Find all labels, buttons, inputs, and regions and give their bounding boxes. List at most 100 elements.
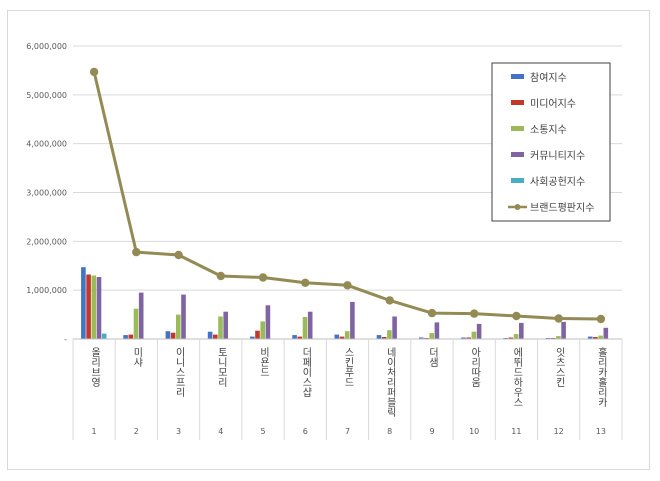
legend-label: 소통지수 (530, 124, 567, 136)
rank-label: 10 (469, 427, 479, 436)
line-point (216, 271, 225, 281)
legend-swatch (511, 152, 524, 157)
bar-소통지수 (133, 308, 139, 339)
bar-커뮤니티지수 (561, 321, 566, 339)
bar-미디어지수 (508, 337, 514, 339)
rank-label: 11 (511, 427, 521, 436)
y-tick-label: - (64, 335, 67, 344)
line-point (554, 314, 563, 323)
rank-label: 13 (596, 427, 606, 436)
y-tick-label: 1,000,000 (26, 286, 67, 295)
bar-미디어지수 (381, 337, 387, 339)
line-point (427, 308, 437, 318)
legend-label: 커뮤니티지수 (530, 150, 585, 162)
bar-미디어지수 (339, 336, 345, 339)
bar-소통지수 (91, 275, 97, 339)
bar-커뮤니티지수 (265, 305, 271, 339)
bar-미디어지수 (128, 334, 134, 339)
line-point (596, 314, 606, 324)
bar-커뮤니티지수 (223, 311, 228, 339)
bar-커뮤니티지수 (603, 327, 609, 339)
category-label: 이니스프리 (173, 347, 185, 398)
category-label: 더페이스샵 (300, 347, 312, 397)
bar-소통지수 (598, 335, 603, 339)
brand-reputation-line (89, 67, 606, 324)
bar-소통지수 (260, 321, 265, 339)
rank-label: 1 (92, 427, 97, 436)
bar-소통지수 (556, 336, 561, 339)
bar-커뮤니티지수 (519, 322, 524, 339)
bar-미디어지수 (593, 337, 598, 339)
rank-label: 6 (303, 427, 308, 436)
y-tick-label: 3,000,000 (26, 189, 67, 198)
bar-소통지수 (513, 334, 519, 339)
bar-커뮤니티지수 (96, 277, 102, 339)
category-label: 토니모리 (215, 347, 227, 388)
category-label: 네이처리퍼블릭 (384, 347, 396, 418)
bar-미디어지수 (170, 332, 176, 339)
y-tick-label: 6,000,000 (26, 42, 67, 51)
legend-swatch (511, 74, 524, 79)
bar-커뮤니티지수 (392, 316, 397, 339)
bar-미디어지수 (255, 330, 260, 339)
legend-label: 미디어지수 (530, 98, 576, 110)
bar-참여지수 (81, 267, 86, 339)
bar-소통지수 (344, 331, 350, 339)
line-point (132, 247, 141, 257)
bar-커뮤니티지수 (307, 311, 313, 339)
y-tick-label: 2,000,000 (26, 237, 67, 246)
bar-소통지수 (302, 317, 308, 339)
legend-swatch-marker (514, 204, 521, 210)
bar-커뮤니티지수 (350, 301, 355, 339)
legend-box (491, 62, 611, 222)
bar-미디어지수 (297, 336, 303, 339)
line-point (258, 273, 268, 282)
rank-label: 5 (260, 427, 265, 436)
bar-소통지수 (429, 333, 434, 339)
category-label: 스킨푸드 (342, 347, 354, 387)
line-point (343, 281, 352, 290)
category-label: 미샤 (131, 347, 143, 368)
line-point (385, 296, 394, 305)
line-point (174, 250, 183, 260)
bar-참여지수 (461, 337, 466, 339)
y-tick-label: 5,000,000 (26, 91, 67, 100)
bar-미디어지수 (86, 274, 91, 339)
rank-label: 2 (134, 427, 139, 436)
line-point (512, 311, 521, 321)
bar-미디어지수 (466, 337, 471, 339)
bar-커뮤니티지수 (138, 292, 144, 339)
category-label: 올리브영 (89, 347, 101, 387)
legend-label: 사회공헌지수 (530, 176, 585, 188)
rank-label: 12 (554, 427, 564, 436)
bar-소통지수 (387, 330, 392, 339)
bar-커뮤니티지수 (434, 322, 440, 339)
line-point (301, 278, 310, 287)
legend-swatch (511, 100, 524, 105)
legend-label: 브랜드평판지수 (530, 202, 594, 214)
category-label: 홀리카홀리카 (595, 346, 607, 408)
bar-참여지수 (334, 334, 340, 339)
category-label: 잇츠스킨 (553, 347, 565, 387)
bars (81, 267, 614, 340)
legend-swatch (511, 126, 524, 131)
x-axis: 올리브영 1 미샤 2 이니스프리 3 토니모리 4 비욘드 5 더페이스샵 6 스킨푸드 7 네이처리퍼블… (72, 338, 623, 440)
line-point (470, 309, 479, 318)
rank-label: 9 (429, 427, 434, 436)
bar-참여지수 (250, 336, 255, 339)
bar-미디어지수 (213, 334, 218, 339)
rank-label: 4 (218, 427, 223, 436)
category-label: 비욘드 (258, 347, 270, 377)
bar-소통지수 (471, 331, 477, 339)
rank-label: 3 (176, 427, 181, 436)
legend-swatch (511, 178, 524, 183)
y-axis-ticks: - 1,000,000 2,000,000 3,000,000 4,000,000 5,0… (26, 42, 67, 344)
rank-label: 8 (387, 427, 392, 436)
bar-소통지수 (218, 316, 223, 339)
bar-참여지수 (207, 331, 213, 339)
bar-커뮤니티지수 (476, 323, 482, 339)
bar-사회공헌지수 (101, 333, 107, 339)
rank-label: 7 (345, 427, 350, 436)
